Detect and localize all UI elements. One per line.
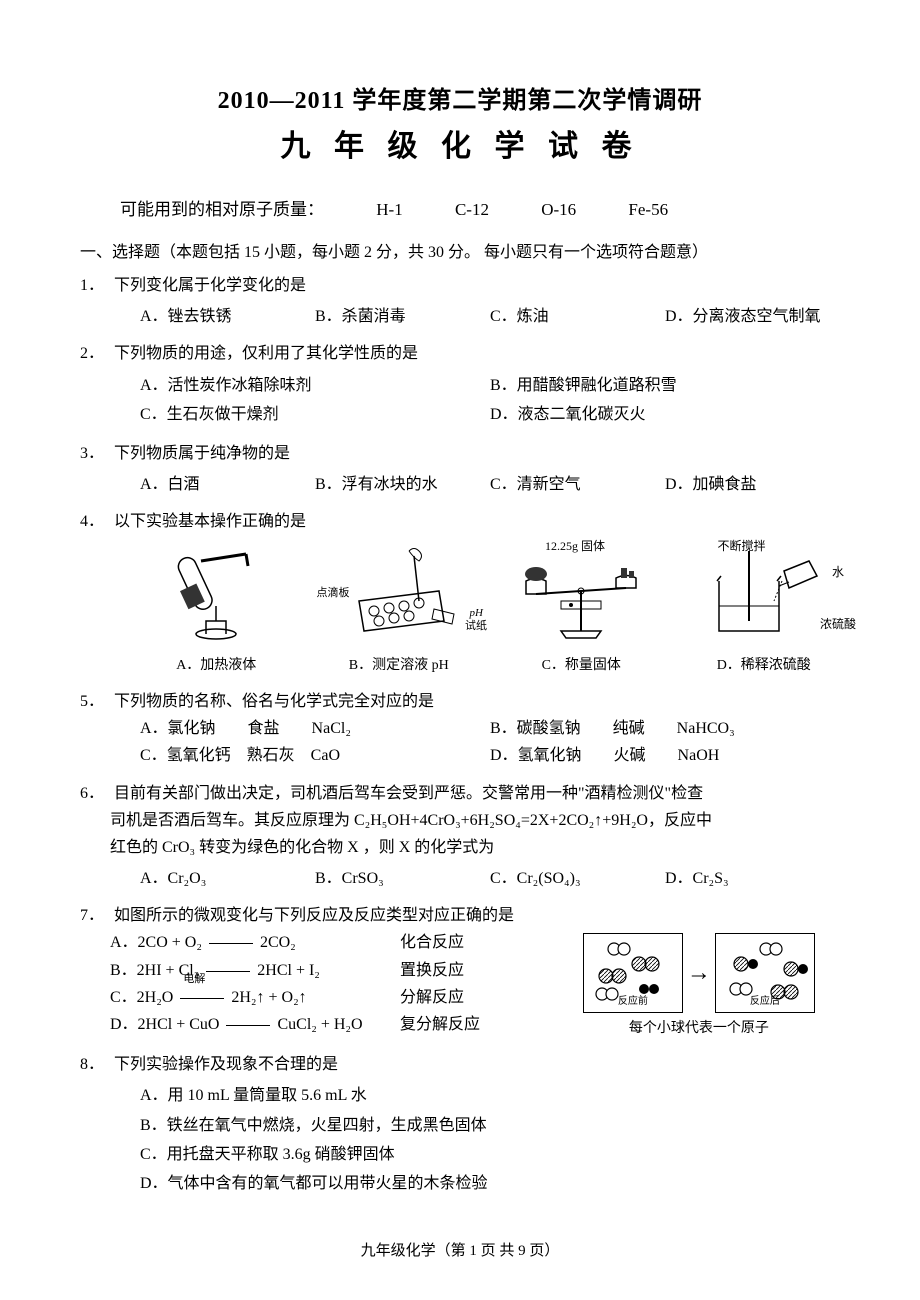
question-4: 4． 以下实验基本操作正确的是 A．加热液体 (80, 508, 840, 678)
q6-opt-a: A．Cr₂O₃ (140, 865, 315, 892)
title-main: 2010—2011 学年度第二学期第二次学情调研 (80, 80, 840, 115)
q4-num: 4． (80, 508, 110, 535)
q7-num: 7． (80, 902, 110, 929)
page-footer: 九年级化学（第 1 页 共 9 页） (0, 1239, 920, 1260)
q7-opt-b-eq: B．2HI + Cl₂ 2HCl + I₂ (110, 957, 400, 984)
q3-opt-b: B．浮有冰块的水 (315, 471, 490, 498)
q4-img-b: 点滴板 pH 试纸 B．测定溶液 pH (323, 544, 476, 678)
q4-label-d1: 不断搅拌 (718, 536, 766, 556)
q3-num: 3． (80, 440, 110, 467)
q5-opt-d: D．氢氧化钠 火碱 NaOH (490, 742, 840, 769)
q1-opt-c: C．炼油 (490, 303, 665, 330)
q5-num: 5． (80, 688, 110, 715)
q7-opt-d-type: 复分解反应 (400, 1011, 520, 1038)
balance-icon (511, 546, 651, 641)
atomic-mass-c: C-12 (455, 200, 489, 219)
q7-opt-d-eq: D．2HCl + CuO CuCl₂ + H₂O (110, 1011, 400, 1038)
q3-opt-a: A．白酒 (140, 471, 315, 498)
q3-opt-c: C．清新空气 (490, 471, 665, 498)
q1-num: 1． (80, 272, 110, 299)
q6-num: 6． (80, 780, 110, 807)
q4-label-b3: 试纸 (465, 617, 487, 636)
q2-text: 下列物质的用途，仅利用了其化学性质的是 (114, 345, 418, 362)
title-sub: 九 年 级 化 学 试 卷 (80, 121, 840, 165)
atomic-label: 可能用到的相对原子质量： (120, 200, 324, 219)
q7-diagram: 反应前 → 反应后 (558, 933, 840, 1041)
q4-label-c: 12.25g 固体 (545, 536, 605, 556)
q7-options: A．2CO + O₂ 2CO₂ 化合反应 B．2HI + Cl₂ 2HCl + … (110, 929, 558, 1041)
q4-caption-a: A．加热液体 (140, 654, 293, 678)
q2-opt-b: B．用醋酸钾融化道路积雪 (490, 372, 840, 399)
q4-text: 以下实验基本操作正确的是 (114, 513, 306, 530)
q4-label-d2: 水 (832, 562, 844, 582)
q5-opt-b: B．碳酸氢钠 纯碱 NaHCO₃ (490, 715, 840, 742)
q2-num: 2． (80, 340, 110, 367)
question-1: 1． 下列变化属于化学变化的是 A．锉去铁锈 B．杀菌消毒 C．炼油 D．分离液… (80, 272, 840, 330)
q8-opt-c: C．用托盘天平称取 3.6g 硝酸钾固体 (140, 1141, 840, 1168)
section-header: 一、选择题（本题包括 15 小题，每小题 2 分，共 30 分。 每小题只有一个… (80, 238, 840, 262)
question-5: 5． 下列物质的名称、俗名与化学式完全对应的是 A．氯化钠 食盐 NaCl₂ B… (80, 688, 840, 770)
q4-img-a: A．加热液体 (140, 544, 293, 678)
q7-box-after: 反应后 (715, 933, 815, 1013)
q6-opt-c: C．Cr₂(SO₄)₃ (490, 865, 665, 892)
q4-label-b1: 点滴板 (317, 584, 350, 603)
q4-caption-d: D．稀释浓硫酸 (688, 654, 841, 678)
q6-opt-d: D．Cr₂S₃ (665, 865, 840, 892)
reaction-after-icon (716, 934, 812, 1010)
q4-img-d: 不断搅拌 水 浓硫酸 D．稀释浓硫酸 (688, 544, 841, 678)
q6-text: 目前有关部门做出决定，司机酒后驾车会受到严惩。交警常用一种"酒精检测仪"检查 (114, 785, 703, 802)
q1-text: 下列变化属于化学变化的是 (114, 277, 306, 294)
q5-text: 下列物质的名称、俗名与化学式完全对应的是 (114, 693, 434, 710)
q5-opt-c: C．氢氧化钙 熟石灰 CaO (140, 742, 490, 769)
atomic-masses: 可能用到的相对原子质量： H-1 C-12 O-16 Fe-56 (120, 195, 840, 220)
question-3: 3． 下列物质属于纯净物的是 A．白酒 B．浮有冰块的水 C．清新空气 D．加碘… (80, 440, 840, 498)
arrow-icon: → (687, 953, 711, 994)
q6-opt-b: B．CrSO₃ (315, 865, 490, 892)
q6-line3: 红色的 CrO₃ 转变为绿色的化合物 X ，则 X 的化学式为 (110, 834, 840, 861)
q1-opt-a: A．锉去铁锈 (140, 303, 315, 330)
q7-caption: 每个小球代表一个原子 (558, 1017, 840, 1041)
question-7: 7． 如图所示的微观变化与下列反应及反应类型对应正确的是 A．2CO + O₂ … (80, 902, 840, 1041)
dilute-acid-icon (699, 546, 829, 641)
q5-opt-a: A．氯化钠 食盐 NaCl₂ (140, 715, 490, 742)
atomic-mass-h: H-1 (376, 200, 402, 219)
question-2: 2． 下列物质的用途，仅利用了其化学性质的是 A．活性炭作冰箱除味剂 B．用醋酸… (80, 340, 840, 430)
q8-num: 8． (80, 1051, 110, 1078)
q2-opt-a: A．活性炭作冰箱除味剂 (140, 372, 490, 399)
q7-opt-c-type: 分解反应 (400, 984, 520, 1011)
q3-text: 下列物质属于纯净物的是 (114, 445, 290, 462)
reaction-before-icon (584, 934, 680, 1010)
q3-opt-d: D．加碘食盐 (665, 471, 840, 498)
q4-label-d3: 浓硫酸 (820, 614, 856, 634)
ph-test-icon (339, 546, 459, 641)
q1-opt-b: B．杀菌消毒 (315, 303, 490, 330)
q4-caption-c: C．称量固体 (505, 654, 658, 678)
q7-box-before: 反应前 (583, 933, 683, 1013)
question-8: 8． 下列实验操作及现象不合理的是 A．用 10 mL 量筒量取 5.6 mL … (80, 1051, 840, 1197)
q2-opt-d: D．液态二氧化碳灭火 (490, 401, 840, 428)
q7-opt-a-type: 化合反应 (400, 929, 520, 956)
q7-opt-a-eq: A．2CO + O₂ 2CO₂ (110, 929, 400, 956)
q4-caption-b: B．测定溶液 pH (323, 654, 476, 678)
q7-text: 如图所示的微观变化与下列反应及反应类型对应正确的是 (114, 907, 514, 924)
heating-liquid-icon (156, 546, 276, 641)
q6-line2: 司机是否酒后驾车。其反应原理为 C₂H₅OH+4CrO₃+6H₂SO₄=2X+2… (110, 807, 840, 834)
q8-text: 下列实验操作及现象不合理的是 (114, 1056, 338, 1073)
atomic-mass-fe: Fe-56 (628, 200, 668, 219)
q8-opt-a: A．用 10 mL 量筒量取 5.6 mL 水 (140, 1082, 840, 1109)
q1-opt-d: D．分离液态空气制氧 (665, 303, 840, 330)
q2-opt-c: C．生石灰做干燥剂 (140, 401, 490, 428)
q8-opt-b: B．铁丝在氧气中燃烧，火星四射，生成黑色固体 (140, 1112, 840, 1139)
q7-opt-c-eq: C．2H₂O 电解 2H₂↑ + O₂↑ (110, 984, 400, 1011)
q7-opt-b-type: 置换反应 (400, 957, 520, 984)
question-6: 6． 目前有关部门做出决定，司机酒后驾车会受到严惩。交警常用一种"酒精检测仪"检… (80, 780, 840, 893)
q8-opt-d: D．气体中含有的氧气都可以用带火星的木条检验 (140, 1170, 840, 1197)
q4-img-c: 12.25g 固体 C．称量固体 (505, 544, 658, 678)
atomic-mass-o: O-16 (541, 200, 576, 219)
